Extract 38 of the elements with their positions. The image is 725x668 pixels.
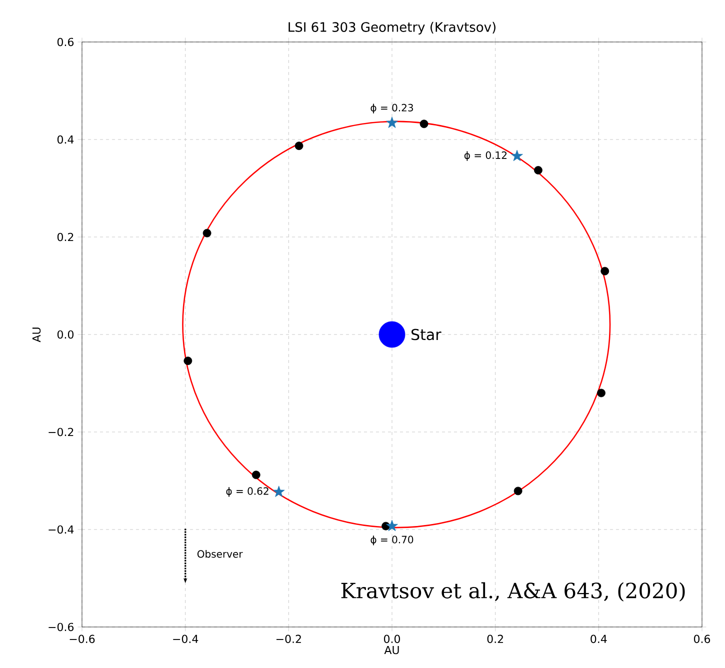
point bbox=[420, 120, 428, 128]
annotation: ϕ = 0.23 bbox=[370, 104, 413, 114]
point bbox=[378, 321, 406, 348]
x-tick-label: 0.6 bbox=[694, 634, 710, 644]
y-tick-label: 0.4 bbox=[57, 135, 74, 144]
y-tick-label: 0.2 bbox=[57, 232, 74, 242]
x-tick-label: 0.2 bbox=[487, 634, 503, 644]
annotation: ϕ = 0.62 bbox=[226, 487, 268, 497]
point bbox=[184, 356, 192, 366]
point bbox=[272, 486, 285, 498]
y-tick-label: 0.6 bbox=[57, 38, 74, 46]
point bbox=[514, 486, 522, 496]
y-axis-title: AU bbox=[32, 328, 41, 342]
chart-title: LSI 61 303 Geometry (Kravtsov) bbox=[288, 22, 496, 34]
y-tick-label: −0.6 bbox=[48, 622, 74, 632]
point bbox=[386, 116, 398, 128]
legend-label: Star bbox=[412, 328, 442, 340]
annotation: Kravtsov et al., A&A 643, (2020) bbox=[341, 582, 685, 602]
annotation: ϕ = 0.12 bbox=[464, 151, 506, 161]
point bbox=[294, 142, 304, 150]
y-tick-label: −0.4 bbox=[48, 525, 74, 534]
x-axis-title: AU bbox=[384, 646, 399, 654]
annotation: ϕ = 0.70 bbox=[370, 536, 414, 546]
y-tick-label: −0.2 bbox=[48, 428, 74, 436]
point bbox=[534, 166, 542, 174]
point bbox=[252, 470, 260, 480]
x-tick-label: 0.4 bbox=[590, 634, 607, 644]
point bbox=[386, 520, 398, 532]
x-tick-label: −0.4 bbox=[173, 634, 198, 644]
y-tick-label: 0.0 bbox=[57, 330, 74, 339]
point bbox=[600, 266, 610, 276]
point bbox=[202, 228, 212, 238]
x-tick-label: 0.0 bbox=[384, 634, 400, 644]
point bbox=[597, 388, 606, 398]
point bbox=[511, 150, 523, 162]
x-tick-label: −0.2 bbox=[276, 634, 301, 644]
x-tick-label: −0.6 bbox=[70, 634, 95, 644]
annotation: Observer bbox=[197, 550, 243, 558]
